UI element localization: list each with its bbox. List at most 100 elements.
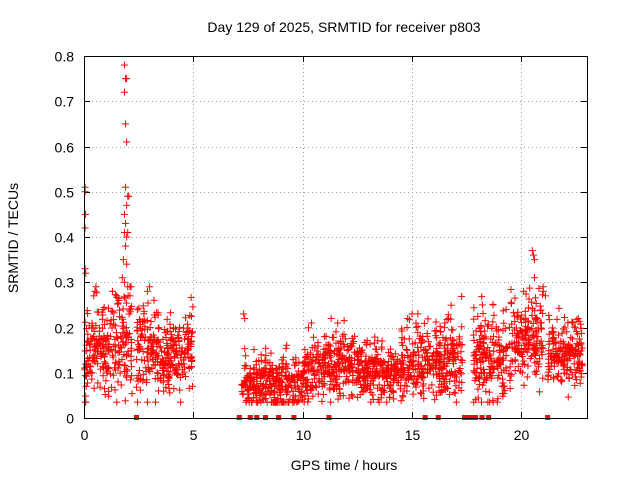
- data-point: [186, 311, 194, 319]
- data-point: [537, 325, 545, 333]
- data-point: [336, 389, 344, 397]
- data-point: [564, 393, 572, 401]
- data-point: [419, 382, 427, 390]
- data-point: [301, 346, 309, 354]
- data-point: [140, 310, 148, 318]
- data-point: [240, 310, 248, 318]
- data-point: [418, 336, 426, 344]
- data-point: [383, 374, 391, 382]
- data-point: [425, 384, 433, 392]
- data-point: [325, 369, 333, 377]
- data-point: [521, 361, 529, 369]
- data-point: [436, 341, 444, 349]
- data-point: [91, 336, 99, 344]
- data-point: [351, 379, 359, 387]
- data-point: [336, 337, 344, 345]
- data-point: [247, 384, 255, 392]
- data-point: [182, 330, 190, 338]
- data-point: [109, 371, 117, 379]
- data-point: [575, 335, 583, 343]
- data-point: [118, 356, 126, 364]
- data-point: [257, 398, 265, 406]
- data-point: [567, 366, 575, 374]
- data-point: [123, 75, 131, 83]
- data-point: [474, 345, 482, 353]
- data-point: [120, 351, 128, 359]
- data-point: [525, 344, 533, 352]
- data-point: [561, 313, 569, 321]
- data-point: [363, 368, 371, 376]
- data-point: [488, 372, 496, 380]
- data-point: [447, 315, 455, 323]
- data-point: [82, 269, 90, 277]
- data-point: [526, 284, 534, 292]
- x-axis-title: GPS time / hours: [291, 457, 398, 473]
- data-point: [344, 342, 352, 350]
- data-point: [362, 352, 370, 360]
- data-point: [170, 347, 178, 355]
- data-point: [93, 289, 101, 297]
- data-point: [82, 398, 90, 406]
- data-point: [507, 300, 515, 308]
- data-point: [126, 292, 134, 300]
- data-point: [355, 368, 363, 376]
- data-point: [433, 359, 441, 367]
- data-point: [252, 390, 260, 398]
- data-point: [425, 356, 433, 364]
- data-point: [330, 349, 338, 357]
- data-point: [521, 326, 529, 334]
- data-point: [262, 344, 270, 352]
- data-point: [455, 367, 463, 375]
- data-point: [398, 327, 406, 335]
- data-point: [523, 373, 531, 381]
- data-point: [90, 292, 98, 300]
- data-point: [477, 398, 485, 406]
- data-point: [550, 328, 558, 336]
- data-point: [133, 398, 141, 406]
- data-point: [449, 326, 457, 334]
- data-point: [576, 379, 584, 387]
- data-point: [111, 322, 119, 330]
- data-point: [345, 346, 353, 354]
- data-point: [267, 380, 275, 388]
- data-point: [481, 350, 489, 358]
- data-point: [178, 344, 186, 352]
- data-point: [536, 319, 544, 327]
- data-point: [345, 365, 353, 373]
- data-point: [308, 379, 316, 387]
- data-point: [380, 382, 388, 390]
- data-point: [554, 359, 562, 367]
- data-point: [332, 339, 340, 347]
- data-point: [345, 394, 353, 402]
- data-point: [431, 327, 439, 335]
- data-point: [161, 360, 169, 368]
- data-point: [334, 395, 342, 403]
- data-point: [377, 386, 385, 394]
- data-point: [252, 370, 260, 378]
- data-point: [162, 333, 170, 341]
- data-point: [574, 314, 582, 322]
- data-point: [134, 319, 142, 327]
- data-point: [398, 357, 406, 365]
- data-point: [82, 382, 90, 390]
- grid-lines: [84, 56, 587, 418]
- data-point: [324, 341, 332, 349]
- data-point: [244, 395, 252, 403]
- data-point: [574, 330, 582, 338]
- data-point: [389, 387, 397, 395]
- data-point: [91, 358, 99, 366]
- data-point: [371, 368, 379, 376]
- data-point: [104, 304, 112, 312]
- data-point: [398, 339, 406, 347]
- data-point: [497, 343, 505, 351]
- data-point: [558, 329, 566, 337]
- data-point: [517, 328, 525, 336]
- data-point: [279, 365, 287, 373]
- data-point: [270, 388, 278, 396]
- data-point: [412, 375, 420, 383]
- zero-marker: [133, 415, 139, 420]
- data-point: [139, 371, 147, 379]
- data-point: [568, 371, 576, 379]
- y-tick-label: 0.6: [55, 140, 75, 156]
- data-point: [412, 383, 420, 391]
